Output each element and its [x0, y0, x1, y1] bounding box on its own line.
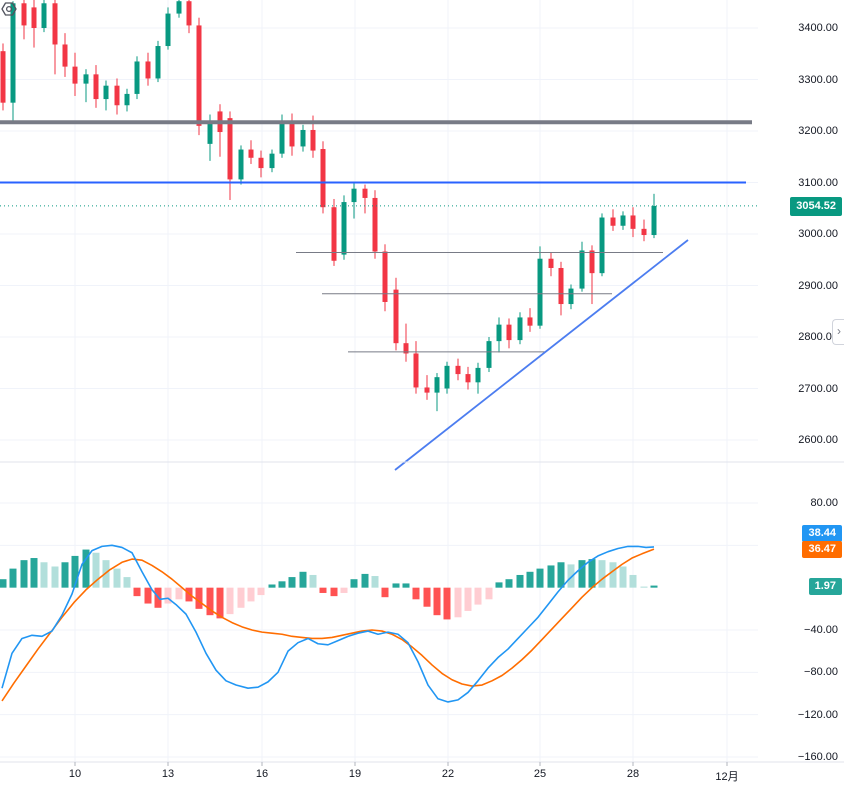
price-tick-label: 3400.00: [798, 22, 838, 34]
time-tick-label: 28: [626, 768, 640, 780]
time-tick-label: 25: [533, 768, 547, 780]
price-tick-label: 3000.00: [798, 228, 838, 240]
indicator-tick-label: −160.00: [797, 751, 838, 763]
time-tick-label: 16: [255, 768, 269, 780]
last-price-badge: 3054.52: [790, 196, 842, 216]
macd-histogram: [0, 549, 658, 620]
price-tick-label: 2800.00: [798, 331, 838, 343]
price-tick-label: 3300.00: [798, 73, 838, 86]
time-tick-label: 10: [68, 768, 82, 780]
time-tick-label: 22: [441, 768, 455, 780]
price-tick-label: 3100.00: [798, 176, 838, 189]
gear-icon[interactable]: [0, 0, 18, 18]
price-level-lines: [0, 120, 752, 353]
price-tick-label: 2900.00: [798, 279, 838, 292]
price-tick-label: 2700.00: [798, 382, 838, 395]
signal-value-badge: 36.47: [802, 541, 842, 558]
indicator-tick-label: −80.00: [804, 666, 838, 679]
indicator-tick-label: −40.00: [804, 624, 838, 636]
price-tick-label: 3200.00: [798, 125, 838, 137]
trendline[interactable]: [394, 239, 689, 471]
macd-line: [1, 544, 655, 703]
candlestick-series: [0, 0, 657, 412]
time-tick-label: 19: [348, 768, 362, 780]
chevron-right-icon[interactable]: ›: [832, 319, 844, 345]
price-tick-label: 2600.00: [798, 434, 838, 446]
histogram-value-badge: 1.97: [808, 577, 842, 595]
macd-value-badge: 38.44: [802, 525, 842, 542]
pane-borders: [0, 461, 844, 766]
macd-lines: [1, 544, 655, 703]
indicator-tick-label: 80.00: [810, 497, 838, 509]
time-tick-label: 13: [161, 768, 175, 780]
indicator-tick-label: −120.00: [797, 708, 838, 721]
gridlines: [0, 0, 758, 762]
signal-line: [1, 548, 655, 702]
time-tick-label: 12月: [715, 771, 739, 783]
